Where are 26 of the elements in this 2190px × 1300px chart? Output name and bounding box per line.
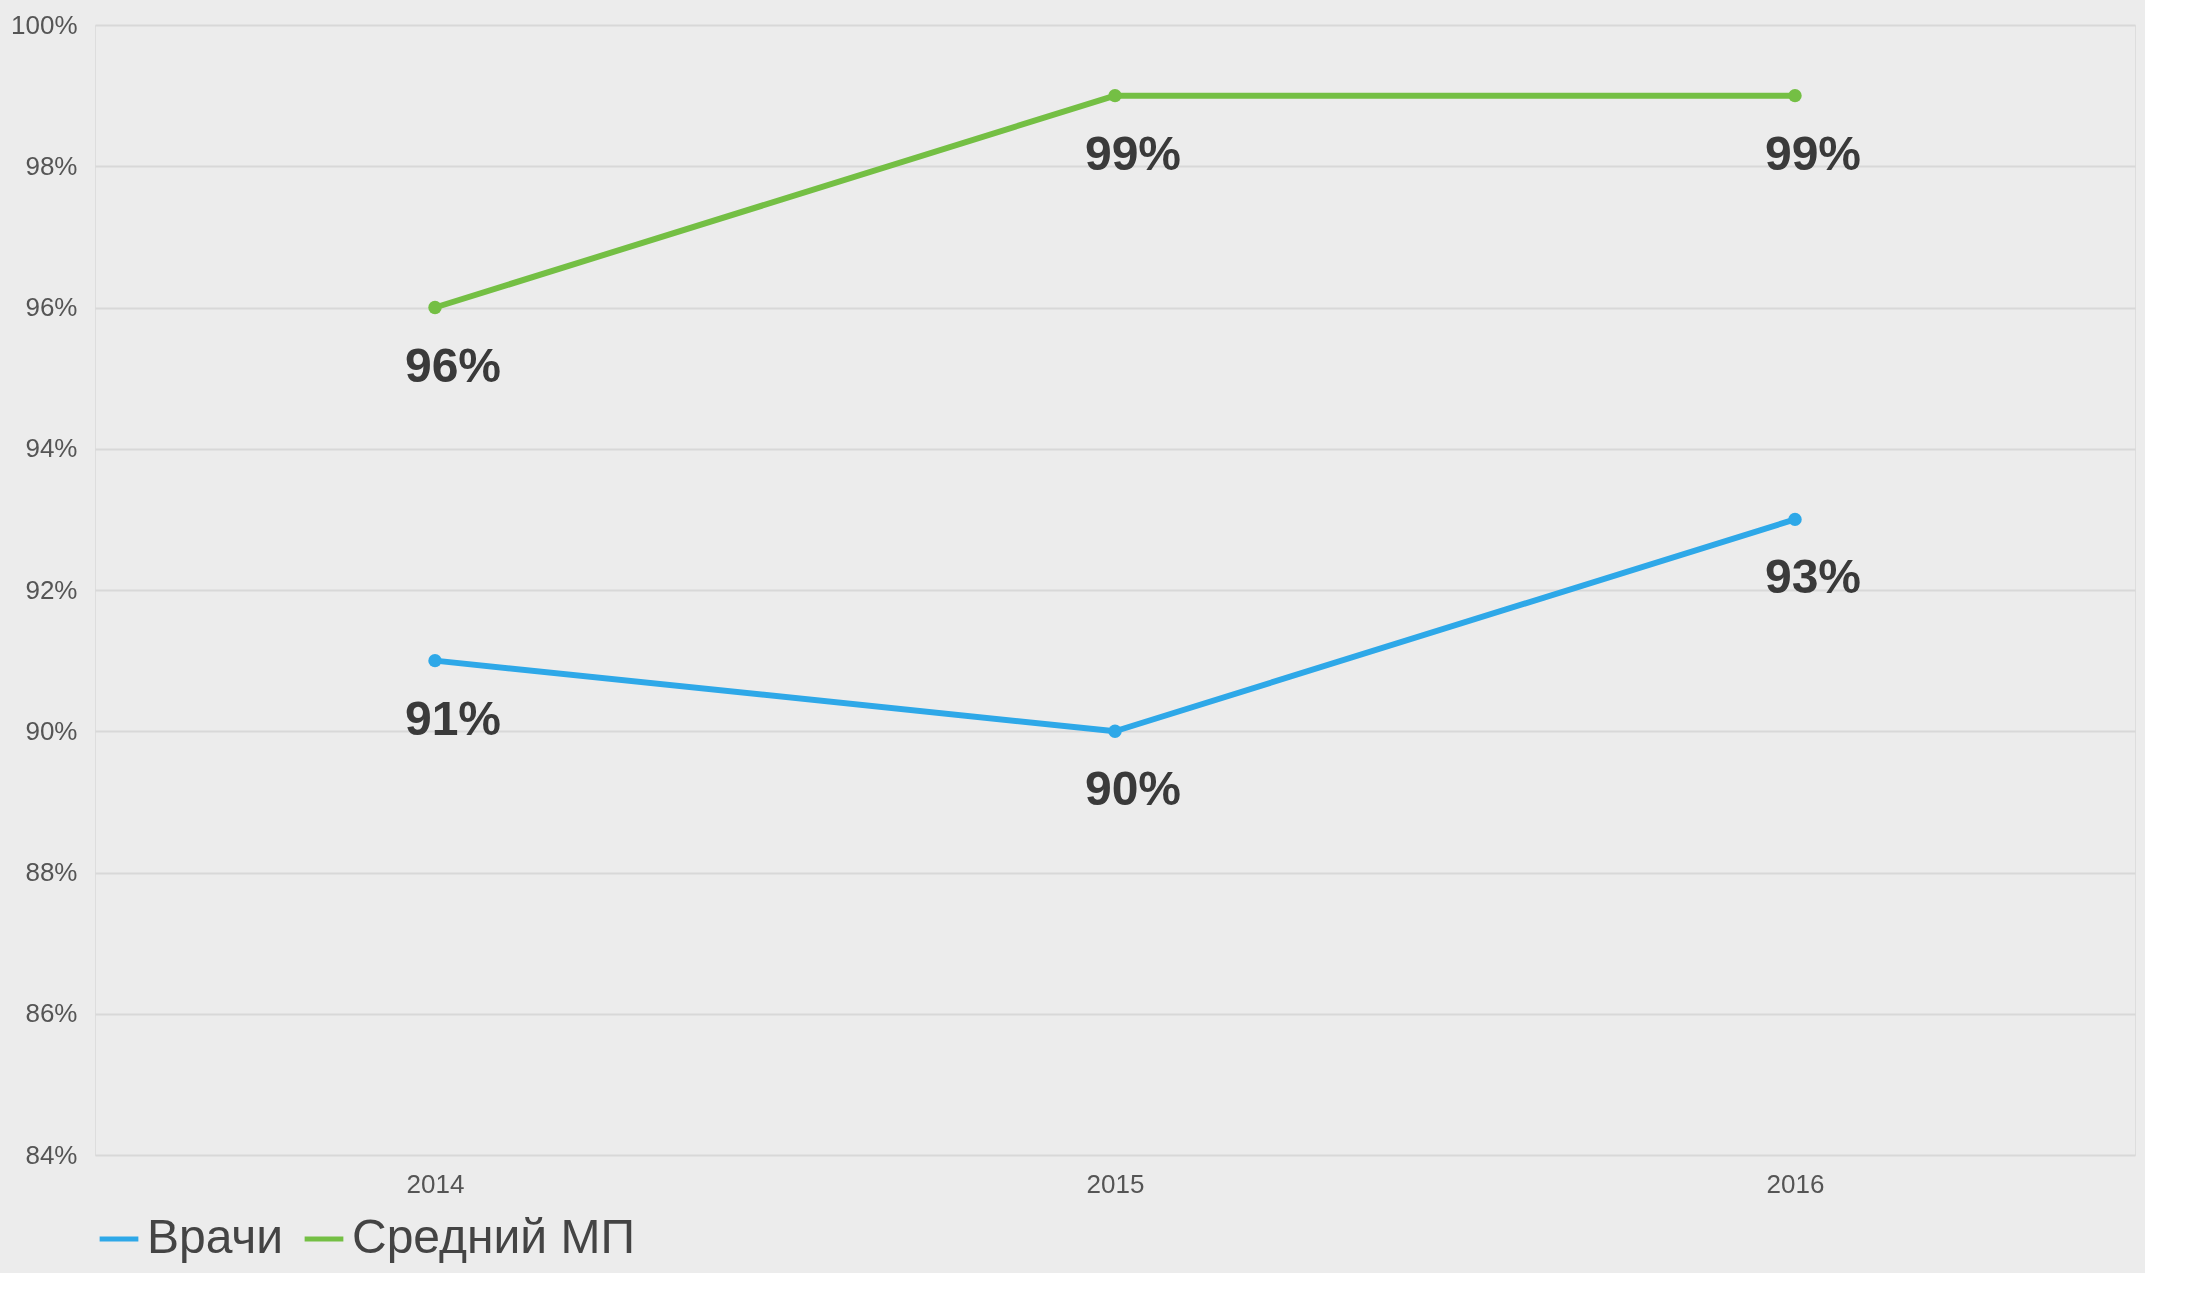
x-tick-label: 2014 [406, 1168, 465, 1199]
point [1108, 724, 1122, 738]
data-label: 90% [1084, 762, 1182, 816]
data-label: 91% [404, 691, 502, 745]
y-tick-label: 92% [25, 574, 78, 605]
data-label: 99% [1764, 126, 1862, 180]
legend-label: Врачи [147, 1210, 284, 1263]
y-tick-label: 88% [25, 857, 78, 887]
y-tick-label: 100% [11, 9, 78, 40]
point [1788, 512, 1802, 527]
y-tick-label: 98% [25, 150, 78, 181]
point [428, 653, 442, 668]
data-label: 99% [1084, 126, 1182, 180]
y-tick-label: 84% [25, 1139, 78, 1170]
y-tick-label: 94% [25, 433, 78, 464]
point [1788, 88, 1802, 103]
data-label: 93% [1764, 550, 1862, 604]
y-tick-label: 86% [25, 998, 78, 1029]
x-tick-label: 2016 [1766, 1168, 1825, 1199]
point [428, 300, 442, 315]
point [1108, 88, 1122, 103]
y-tick-label: 96% [25, 292, 78, 322]
y-tick-label: 90% [25, 715, 78, 746]
legend-label: Средний МП [352, 1210, 635, 1263]
data-label: 96% [404, 338, 502, 392]
x-tick-label: 2015 [1086, 1168, 1145, 1199]
